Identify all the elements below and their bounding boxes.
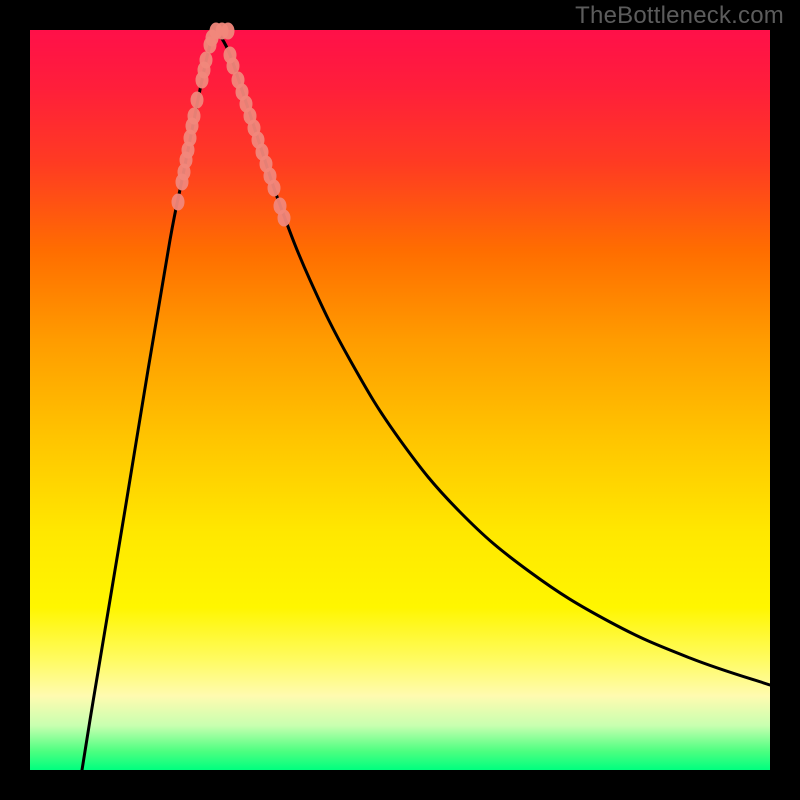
curve-marker (278, 210, 291, 227)
curve-marker (188, 108, 201, 125)
bottleneck-chart: TheBottleneck.com (0, 0, 800, 800)
watermark-text: TheBottleneck.com (575, 2, 784, 30)
curve-marker (172, 194, 185, 211)
curve-marker (200, 52, 213, 69)
curve-marker (222, 23, 235, 40)
gradient-background (30, 30, 770, 770)
chart-svg (0, 0, 800, 800)
curve-marker (191, 92, 204, 109)
curve-marker (268, 180, 281, 197)
